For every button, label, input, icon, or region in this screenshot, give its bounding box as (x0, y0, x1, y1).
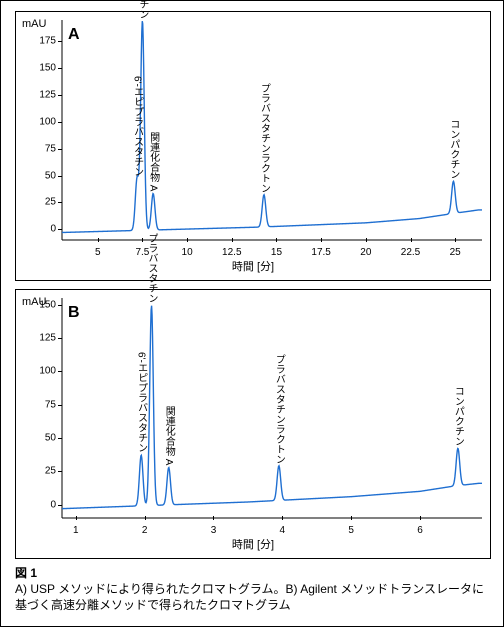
x-tick-mark (276, 238, 277, 242)
peak-label: プラバスタチン (135, 0, 150, 19)
x-tick-label: 17.5 (311, 247, 330, 258)
x-tick-mark (455, 238, 456, 242)
y-tick-label: 75 (16, 399, 56, 410)
x-tick-mark (98, 238, 99, 242)
y-tick-mark (58, 405, 62, 406)
y-tick-mark (58, 229, 62, 230)
y-tick-label: 50 (16, 433, 56, 444)
y-tick-mark (58, 122, 62, 123)
y-tick-mark (58, 438, 62, 439)
x-axis-label: 時間 [分] (232, 536, 274, 552)
x-tick-mark (411, 238, 412, 242)
y-axis-label: mAU (22, 18, 46, 30)
peak-label: 関連化合物 A (146, 132, 161, 191)
y-tick-mark (58, 338, 62, 339)
peak-label: コンパクチン (446, 119, 461, 179)
y-tick-label: 125 (16, 333, 56, 344)
y-tick-mark (58, 505, 62, 506)
x-axis-label: 時間 [分] (232, 258, 274, 274)
x-tick-label: 15 (271, 247, 282, 258)
peak-label: 6'-エピプラバスタチン (134, 352, 149, 453)
peak-label: 6'-エピプラバスタチン (130, 76, 145, 177)
chromatogram-trace (62, 20, 482, 240)
x-tick-label: 25 (450, 247, 461, 258)
y-tick-label: 0 (16, 499, 56, 510)
y-tick-label: 25 (16, 197, 56, 208)
y-tick-label: 150 (16, 63, 56, 74)
x-tick-mark (321, 238, 322, 242)
chromatogram-panel-b: mAU B 時間 [分] 02550751001251501234566'-エピ… (15, 289, 491, 559)
peak-label: プラバスタチン (144, 233, 159, 303)
y-tick-label: 50 (16, 170, 56, 181)
y-tick-label: 100 (16, 116, 56, 127)
y-tick-mark (58, 95, 62, 96)
peak-label: 関連化合物 A (161, 406, 176, 465)
y-tick-mark (58, 176, 62, 177)
x-tick-label: 4 (280, 525, 286, 536)
x-tick-label: 5 (348, 525, 354, 536)
y-tick-mark (58, 149, 62, 150)
x-tick-label: 12.5 (222, 247, 241, 258)
caption-body: A) USP メソッドにより得られたクロマトグラム。B) Agilent メソッ… (15, 581, 489, 613)
peak-label: プラバスタチンラクトン (256, 83, 271, 193)
chromatogram-panel-a: mAU A 時間 [分] 025507510012515017557.51012… (15, 11, 491, 281)
x-tick-mark (213, 516, 214, 520)
y-tick-mark (58, 305, 62, 306)
y-tick-label: 75 (16, 143, 56, 154)
x-tick-mark (76, 516, 77, 520)
figure-caption: 図 1 A) USP メソッドにより得られたクロマトグラム。B) Agilent… (15, 565, 489, 614)
y-tick-mark (58, 371, 62, 372)
y-tick-label: 25 (16, 466, 56, 477)
peak-label: プラバスタチンラクトン (271, 354, 286, 464)
y-tick-label: 150 (16, 299, 56, 310)
y-tick-label: 125 (16, 90, 56, 101)
y-tick-label: 175 (16, 36, 56, 47)
plot-area-a (62, 20, 482, 240)
x-tick-mark (420, 516, 421, 520)
x-tick-label: 20 (360, 247, 371, 258)
y-tick-mark (58, 202, 62, 203)
caption-title: 図 1 (15, 565, 489, 581)
x-tick-mark (366, 238, 367, 242)
x-tick-label: 22.5 (401, 247, 420, 258)
x-tick-label: 1 (73, 525, 79, 536)
x-tick-mark (351, 516, 352, 520)
x-tick-mark (232, 238, 233, 242)
x-tick-mark (282, 516, 283, 520)
x-tick-label: 5 (95, 247, 101, 258)
peak-label: コンパクチン (450, 386, 465, 446)
y-tick-mark (58, 68, 62, 69)
x-tick-mark (145, 516, 146, 520)
y-tick-mark (58, 471, 62, 472)
x-tick-label: 10 (182, 247, 193, 258)
y-tick-label: 100 (16, 366, 56, 377)
x-tick-label: 6 (417, 525, 423, 536)
y-tick-mark (58, 41, 62, 42)
x-tick-mark (187, 238, 188, 242)
y-tick-label: 0 (16, 224, 56, 235)
x-tick-label: 3 (211, 525, 217, 536)
x-tick-label: 2 (142, 525, 148, 536)
